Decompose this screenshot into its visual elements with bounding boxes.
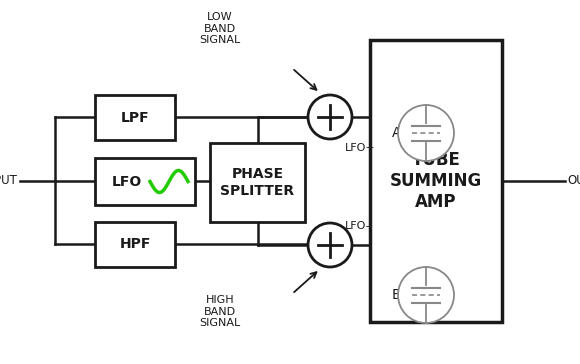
Text: PHASE
SPLITTER: PHASE SPLITTER (220, 167, 295, 198)
Text: INPUT: INPUT (0, 174, 18, 187)
Bar (95, 222, 175, 267)
Circle shape (398, 267, 454, 323)
Circle shape (308, 95, 352, 139)
Text: TUBE
SUMMING
AMP: TUBE SUMMING AMP (390, 151, 482, 211)
Circle shape (308, 223, 352, 267)
Text: LPF: LPF (121, 111, 149, 124)
Text: LFO+: LFO+ (345, 143, 376, 153)
Text: LOW
BAND
SIGNAL: LOW BAND SIGNAL (200, 12, 241, 45)
Bar (370, 40, 502, 322)
Text: HIGH
BAND
SIGNAL: HIGH BAND SIGNAL (200, 295, 241, 328)
Text: LFO: LFO (112, 174, 142, 189)
Bar (210, 143, 305, 222)
Text: A: A (392, 126, 401, 140)
Circle shape (398, 105, 454, 161)
Bar (95, 158, 195, 205)
Bar (95, 95, 175, 140)
Text: OUTPUT: OUTPUT (567, 174, 580, 187)
Text: HPF: HPF (119, 237, 151, 252)
Text: B: B (392, 288, 401, 302)
Text: LFO-: LFO- (345, 221, 371, 231)
